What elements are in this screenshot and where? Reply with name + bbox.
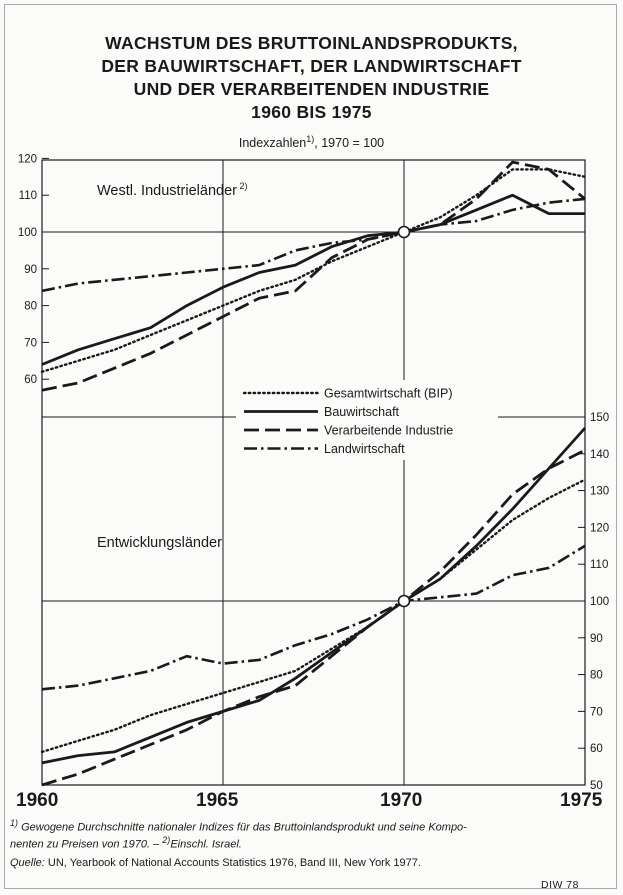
footnote-1-ref: 1) xyxy=(10,818,19,828)
subtitle-rest: , 1970 = 100 xyxy=(314,136,385,151)
source-line: Quelle: UN, Yearbook of National Account… xyxy=(10,857,421,869)
x-tick-1965: 1965 xyxy=(196,790,239,811)
y-tick-label-right-70: 70 xyxy=(590,706,603,718)
legend-label-solid: Bauwirtschaft xyxy=(324,405,400,419)
footnote-1-line-1: 1) Gewogene Durchschnitte nationaler Ind… xyxy=(10,818,467,834)
publisher-code: DIW 78 xyxy=(540,879,579,891)
y-tick-label-left-70: 70 xyxy=(24,337,37,349)
series-line-panel-2-verarbeitende-industrie xyxy=(41,448,586,787)
x-tick-1970: 1970 xyxy=(380,790,423,811)
x-tick-1975: 1975 xyxy=(560,790,603,811)
legend-label-dashdot: Landwirtschaft xyxy=(324,442,405,456)
y-tick-label-left-90: 90 xyxy=(24,264,37,276)
y-tick-label-right-130: 130 xyxy=(590,486,609,498)
series-line-panel-2-gesamtwirtschaft-bip xyxy=(40,478,587,754)
series-line-panel-1-gesamtwirtschaft-bip xyxy=(40,168,587,373)
footnote-1-text: Gewogene Durchschnitte nationaler Indize… xyxy=(21,821,467,834)
y-tick-label-right-110: 110 xyxy=(590,559,608,571)
title-line-1: WACHSTUM DES BRUTTOINLANDSPRODUKTS, xyxy=(105,33,518,53)
subtitle: Indexzahlen1), 1970 = 100 xyxy=(0,134,623,150)
y-tick-label-right-100: 100 xyxy=(590,596,609,608)
panel-title-footnote-ref: 2) xyxy=(237,181,248,191)
y-tick-label-right-60: 60 xyxy=(590,743,603,755)
series-line-panel-1-bauwirtschaft xyxy=(41,193,585,366)
footnote-2-text: Einschl. Israel. xyxy=(170,838,242,851)
page-frame xyxy=(4,4,617,889)
y-tick-label-right-50: 50 xyxy=(590,780,603,792)
x-tick-1960: 1960 xyxy=(16,790,59,811)
source-label: Quelle: xyxy=(10,857,45,869)
subtitle-footnote-ref: 1) xyxy=(306,134,315,144)
y-tick-label-left-120: 120 xyxy=(18,153,37,165)
y-tick-label-right-150: 150 xyxy=(590,412,609,424)
index-anchor-marker-panel-2 xyxy=(397,594,411,608)
title-line-2: DER BAUWIRTSCHAFT, DER LANDWIRTSCHAFT xyxy=(101,56,522,76)
y-tick-label-left-60: 60 xyxy=(24,374,37,386)
footnote-1-line-2: nenten zu Preisen von 1970. – 2)Einschl.… xyxy=(10,835,242,851)
panel-title-industrial: Westl. Industrieländer 2) xyxy=(97,181,247,199)
legend-label-dotted: Gesamtwirtschaft (BIP) xyxy=(324,387,453,401)
series-line-panel-1-landwirtschaft xyxy=(41,197,586,293)
y-tick-label-right-80: 80 xyxy=(590,670,603,682)
footnote-1-text-2: nenten zu Preisen von 1970. – xyxy=(10,838,160,851)
legend-label-dashed: Verarbeitende Industrie xyxy=(324,424,453,438)
y-tick-label-left-100: 100 xyxy=(18,227,37,239)
footnote-2-ref: 2) xyxy=(162,835,171,845)
panel-title-developing: Entwicklungsländer xyxy=(97,535,222,551)
y-tick-label-right-140: 140 xyxy=(590,449,609,461)
y-tick-label-left-110: 110 xyxy=(19,190,37,202)
plot-frame xyxy=(41,159,586,786)
series-line-panel-2-landwirtschaft xyxy=(41,544,586,691)
y-tick-label-right-90: 90 xyxy=(590,633,603,645)
index-anchor-marker-panel-1 xyxy=(397,225,411,239)
y-tick-label-right-120: 120 xyxy=(590,522,609,534)
series-line-panel-2-bauwirtschaft xyxy=(41,427,587,765)
source-text: UN, Yearbook of National Accounts Statis… xyxy=(47,857,421,869)
y-tick-label-left-80: 80 xyxy=(24,301,37,313)
series-line-panel-1-verarbeitende-industrie xyxy=(41,160,586,392)
subtitle-text: Indexzahlen xyxy=(238,136,307,151)
title-line-3: UND DER VERARBEITENDEN INDUSTRIE xyxy=(133,79,490,99)
title-line-4: 1960 BIS 1975 xyxy=(251,102,372,122)
